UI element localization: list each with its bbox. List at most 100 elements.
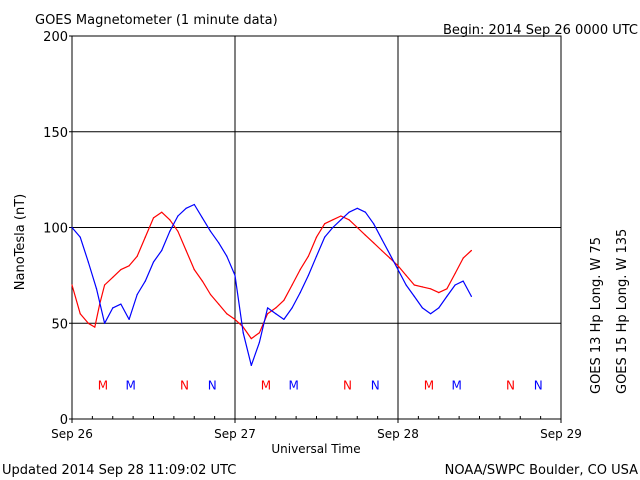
series-point (364, 234, 366, 236)
y-tick-label: 150 (43, 126, 68, 141)
marker-label: M (452, 379, 462, 393)
series-point (454, 272, 456, 275)
x-axis-label: Universal Time (271, 442, 360, 456)
series-point (258, 332, 260, 334)
series-point (356, 207, 358, 209)
series-point (250, 364, 252, 366)
series-point (470, 249, 472, 252)
series-point (169, 230, 171, 232)
series-point (405, 284, 407, 286)
series-point (161, 249, 163, 252)
series-point (430, 313, 432, 315)
series-point (144, 280, 146, 282)
series-point (226, 255, 228, 257)
series-point (421, 307, 423, 309)
marker-label: N (371, 379, 380, 393)
series-point (381, 238, 383, 240)
series-point (291, 284, 293, 286)
series-point (95, 288, 98, 290)
series-point (177, 230, 179, 232)
marker-label: N (208, 379, 217, 393)
series-point (234, 318, 236, 320)
series-group (71, 203, 472, 366)
grid (72, 36, 561, 419)
series-point (373, 242, 375, 244)
series-point (258, 341, 260, 343)
marker-label: N (534, 379, 543, 393)
series-point (332, 219, 334, 221)
series-point (299, 269, 301, 271)
series-point (283, 299, 285, 301)
series-point (79, 236, 81, 238)
series-point (315, 236, 318, 238)
series-point (185, 207, 187, 209)
series-point (373, 223, 375, 225)
series-point (136, 255, 138, 257)
series-point (299, 292, 301, 294)
series-point (152, 261, 155, 263)
series-point (250, 338, 252, 340)
series-point (185, 249, 187, 252)
series-point (267, 313, 269, 315)
series-point (193, 203, 195, 206)
series-point (275, 307, 277, 309)
series-point (291, 307, 293, 309)
series-point (397, 269, 399, 271)
series-point (104, 322, 106, 324)
series-point (348, 219, 350, 221)
series-point (242, 332, 244, 334)
legend-goes13: GOES 13 Hp Long. W 75 (589, 237, 604, 394)
series-point (275, 313, 277, 315)
series-point (226, 313, 228, 315)
series-point (177, 215, 179, 217)
marker-label: M (98, 379, 108, 393)
series-point (112, 276, 114, 278)
series-point (136, 293, 138, 296)
y-tick-label: 100 (43, 222, 68, 237)
series-point (267, 307, 269, 309)
series-line-1 (71, 203, 472, 366)
series-point (430, 288, 432, 290)
y-tick-label: 200 (43, 30, 68, 45)
series-point (470, 295, 472, 297)
series-point (389, 253, 391, 255)
series-point (438, 307, 440, 309)
y-tick-label: 50 (51, 317, 68, 332)
series-point (356, 226, 358, 229)
series-point (120, 303, 122, 305)
series-point (94, 326, 96, 328)
series-point (169, 219, 171, 221)
series-point (340, 219, 342, 221)
series-point (79, 313, 81, 315)
updated-timestamp: Updated 2014 Sep 28 11:09:02 UTC (2, 463, 236, 478)
series-point (128, 318, 130, 320)
series-point (324, 223, 326, 225)
series-point (71, 226, 73, 229)
marker-label: N (180, 379, 189, 393)
series-point (71, 284, 73, 286)
marker-label: M (289, 379, 299, 393)
series-point (446, 295, 448, 297)
marker-label: M (261, 379, 271, 393)
series-point (144, 236, 146, 238)
series-point (389, 257, 391, 259)
series-point (209, 230, 212, 232)
marker-label: M (424, 379, 434, 393)
series-line-0 (71, 211, 472, 340)
series-point (397, 265, 399, 267)
marker-label: M (126, 379, 136, 393)
series-point (87, 261, 89, 263)
y-tick-label: 0 (60, 413, 68, 428)
series-point (381, 249, 383, 252)
series-point (201, 280, 203, 282)
series-point (405, 274, 407, 276)
series-point (348, 211, 350, 213)
series-point (120, 269, 122, 271)
legend-goes15: GOES 15 Hp Long. W 135 (615, 229, 630, 394)
series-point (324, 236, 326, 238)
series-point (340, 215, 342, 217)
series-point (462, 280, 464, 282)
x-tick-label: Sep 27 (214, 427, 256, 441)
